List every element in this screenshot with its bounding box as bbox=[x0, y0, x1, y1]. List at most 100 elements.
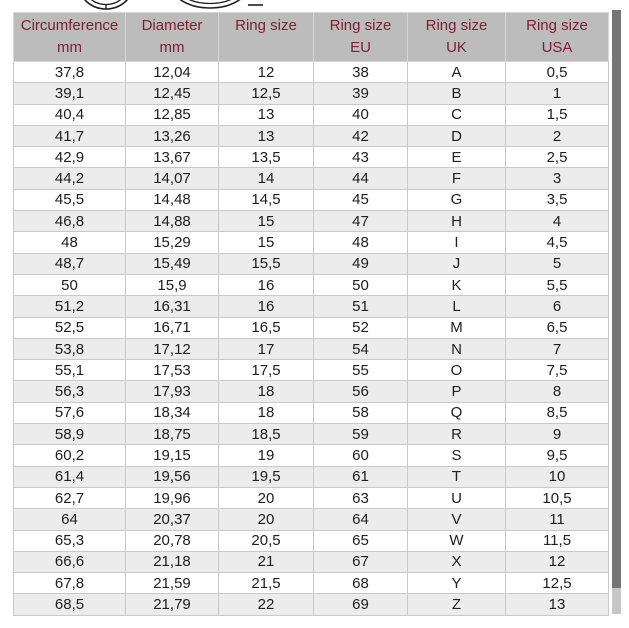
table-cell: 61,4 bbox=[13, 465, 126, 488]
table-cell: I bbox=[407, 231, 506, 254]
table-cell: 44,2 bbox=[13, 167, 126, 190]
table-cell: 63 bbox=[313, 486, 408, 510]
table-cell: P bbox=[407, 380, 506, 403]
column-header-ring-size-usa: Ring size USA bbox=[505, 12, 609, 62]
column-header-line2: mm bbox=[159, 38, 185, 56]
table-row: 45,5 14,48 14,5 45 G 3,5 bbox=[13, 188, 609, 212]
table-cell: 15 bbox=[218, 231, 314, 254]
vertical-scrollbar[interactable] bbox=[612, 10, 621, 614]
table-cell: 16 bbox=[218, 273, 314, 297]
table-row: 44,2 14,07 14 44 F 3 bbox=[13, 167, 609, 190]
table-cell: 20,78 bbox=[125, 529, 219, 552]
table-cell: 64 bbox=[13, 508, 126, 531]
column-header-line1: Ring size bbox=[235, 17, 297, 34]
table-cell: F bbox=[407, 167, 506, 190]
table-cell: 21,18 bbox=[125, 550, 219, 574]
table-cell: 11 bbox=[505, 508, 609, 531]
table-cell: 12,85 bbox=[125, 103, 219, 126]
table-cell: 10 bbox=[505, 465, 609, 488]
table-cell: T bbox=[407, 465, 506, 488]
table-cell: E bbox=[407, 146, 506, 169]
table-cell: 21 bbox=[218, 550, 314, 574]
table-cell: 13,67 bbox=[125, 146, 219, 169]
table-cell: 37,8 bbox=[13, 60, 126, 84]
table-cell: 9,5 bbox=[505, 444, 609, 467]
table-cell: 11,5 bbox=[505, 529, 609, 552]
table-cell: 58,9 bbox=[13, 423, 126, 446]
table-row: 66,6 21,18 21 67 X 12 bbox=[13, 550, 609, 574]
table-cell: 18,5 bbox=[218, 423, 314, 446]
table-cell: 54 bbox=[313, 337, 408, 361]
table-cell: 13 bbox=[218, 124, 314, 148]
table-row: 50 15,9 16 50 K 5,5 bbox=[13, 273, 609, 297]
table-cell: 55 bbox=[313, 359, 408, 382]
table-cell: 16,31 bbox=[125, 295, 219, 318]
table-cell: 15,9 bbox=[125, 273, 219, 297]
table-cell: J bbox=[407, 252, 506, 275]
table-cell: 45,5 bbox=[13, 188, 126, 212]
table-cell: 17,5 bbox=[218, 359, 314, 382]
table-cell: 20 bbox=[218, 486, 314, 510]
table-cell: 9 bbox=[505, 423, 609, 446]
ring-diameter-icon bbox=[179, 0, 263, 9]
table-cell: 7 bbox=[505, 337, 609, 361]
table-row: 40,4 12,85 13 40 C 1,5 bbox=[13, 103, 609, 126]
table-row: 46,8 14,88 15 47 H 4 bbox=[13, 210, 609, 233]
table-row: 58,9 18,75 18,5 59 R 9 bbox=[13, 423, 609, 446]
table-cell: 1 bbox=[505, 82, 609, 105]
table-cell: 40 bbox=[313, 103, 408, 126]
table-cell: 17,93 bbox=[125, 380, 219, 403]
table-cell: 12 bbox=[218, 60, 314, 84]
table-cell: 19,5 bbox=[218, 465, 314, 488]
table-cell: 0,5 bbox=[505, 60, 609, 84]
table-cell: 12 bbox=[505, 550, 609, 574]
table-row: 56,3 17,93 18 56 P 8 bbox=[13, 380, 609, 403]
column-header-line2: USA bbox=[541, 38, 573, 56]
table-cell: 4 bbox=[505, 210, 609, 233]
column-header-line2: EU bbox=[350, 38, 371, 56]
table-row: 48 15,29 15 48 I 4,5 bbox=[13, 231, 609, 254]
table-cell: 20,37 bbox=[125, 508, 219, 531]
table-cell: H bbox=[407, 210, 506, 233]
table-cell: 7,5 bbox=[505, 359, 609, 382]
table-cell: 57,6 bbox=[13, 401, 126, 425]
table-row: 57,6 18,34 18 58 Q 8,5 bbox=[13, 401, 609, 425]
table-cell: 60,2 bbox=[13, 444, 126, 467]
table-cell: 6 bbox=[505, 295, 609, 318]
table-cell: C bbox=[407, 103, 506, 126]
column-header-diameter-mm: Diameter mm bbox=[125, 12, 219, 62]
table-header: Circumference mm Diameter mm Ring size Ring s… bbox=[13, 12, 609, 62]
table-cell: 13,26 bbox=[125, 124, 219, 148]
table-row: 68,5 21,79 22 69 Z 13 bbox=[13, 593, 609, 616]
scrollbar-thumb[interactable] bbox=[612, 10, 621, 588]
table-cell: 20 bbox=[218, 508, 314, 531]
table-cell: 17,53 bbox=[125, 359, 219, 382]
table-cell: 56 bbox=[313, 380, 408, 403]
table-cell: 3,5 bbox=[505, 188, 609, 212]
table-cell: 50 bbox=[313, 273, 408, 297]
table-row: 37,8 12,04 12 38 A 0,5 bbox=[13, 60, 609, 84]
column-header-line1: Ring size bbox=[526, 17, 588, 34]
ring-size-table: Circumference mm Diameter mm Ring size Ring s… bbox=[13, 12, 609, 616]
table-cell: 8,5 bbox=[505, 401, 609, 425]
table-row: 62,7 19,96 20 63 U 10,5 bbox=[13, 486, 609, 510]
column-header-line2: UK bbox=[446, 38, 467, 56]
table-cell: A bbox=[407, 60, 506, 84]
table-cell: 21,5 bbox=[218, 572, 314, 595]
table-row: 64 20,37 20 64 V 11 bbox=[13, 508, 609, 531]
table-cell: R bbox=[407, 423, 506, 446]
table-cell: 19,96 bbox=[125, 486, 219, 510]
table-row: 55,1 17,53 17,5 55 O 7,5 bbox=[13, 359, 609, 382]
table-cell: 20,5 bbox=[218, 529, 314, 552]
table-cell: 22 bbox=[218, 593, 314, 616]
table-cell: O bbox=[407, 359, 506, 382]
table-cell: 13 bbox=[218, 103, 314, 126]
table-cell: 39 bbox=[313, 82, 408, 105]
table-cell: 44 bbox=[313, 167, 408, 190]
table-cell: 12,04 bbox=[125, 60, 219, 84]
table-cell: Z bbox=[407, 593, 506, 616]
table-cell: Q bbox=[407, 401, 506, 425]
table-cell: 2,5 bbox=[505, 146, 609, 169]
table-cell: 1,5 bbox=[505, 103, 609, 126]
table-cell: K bbox=[407, 273, 506, 297]
